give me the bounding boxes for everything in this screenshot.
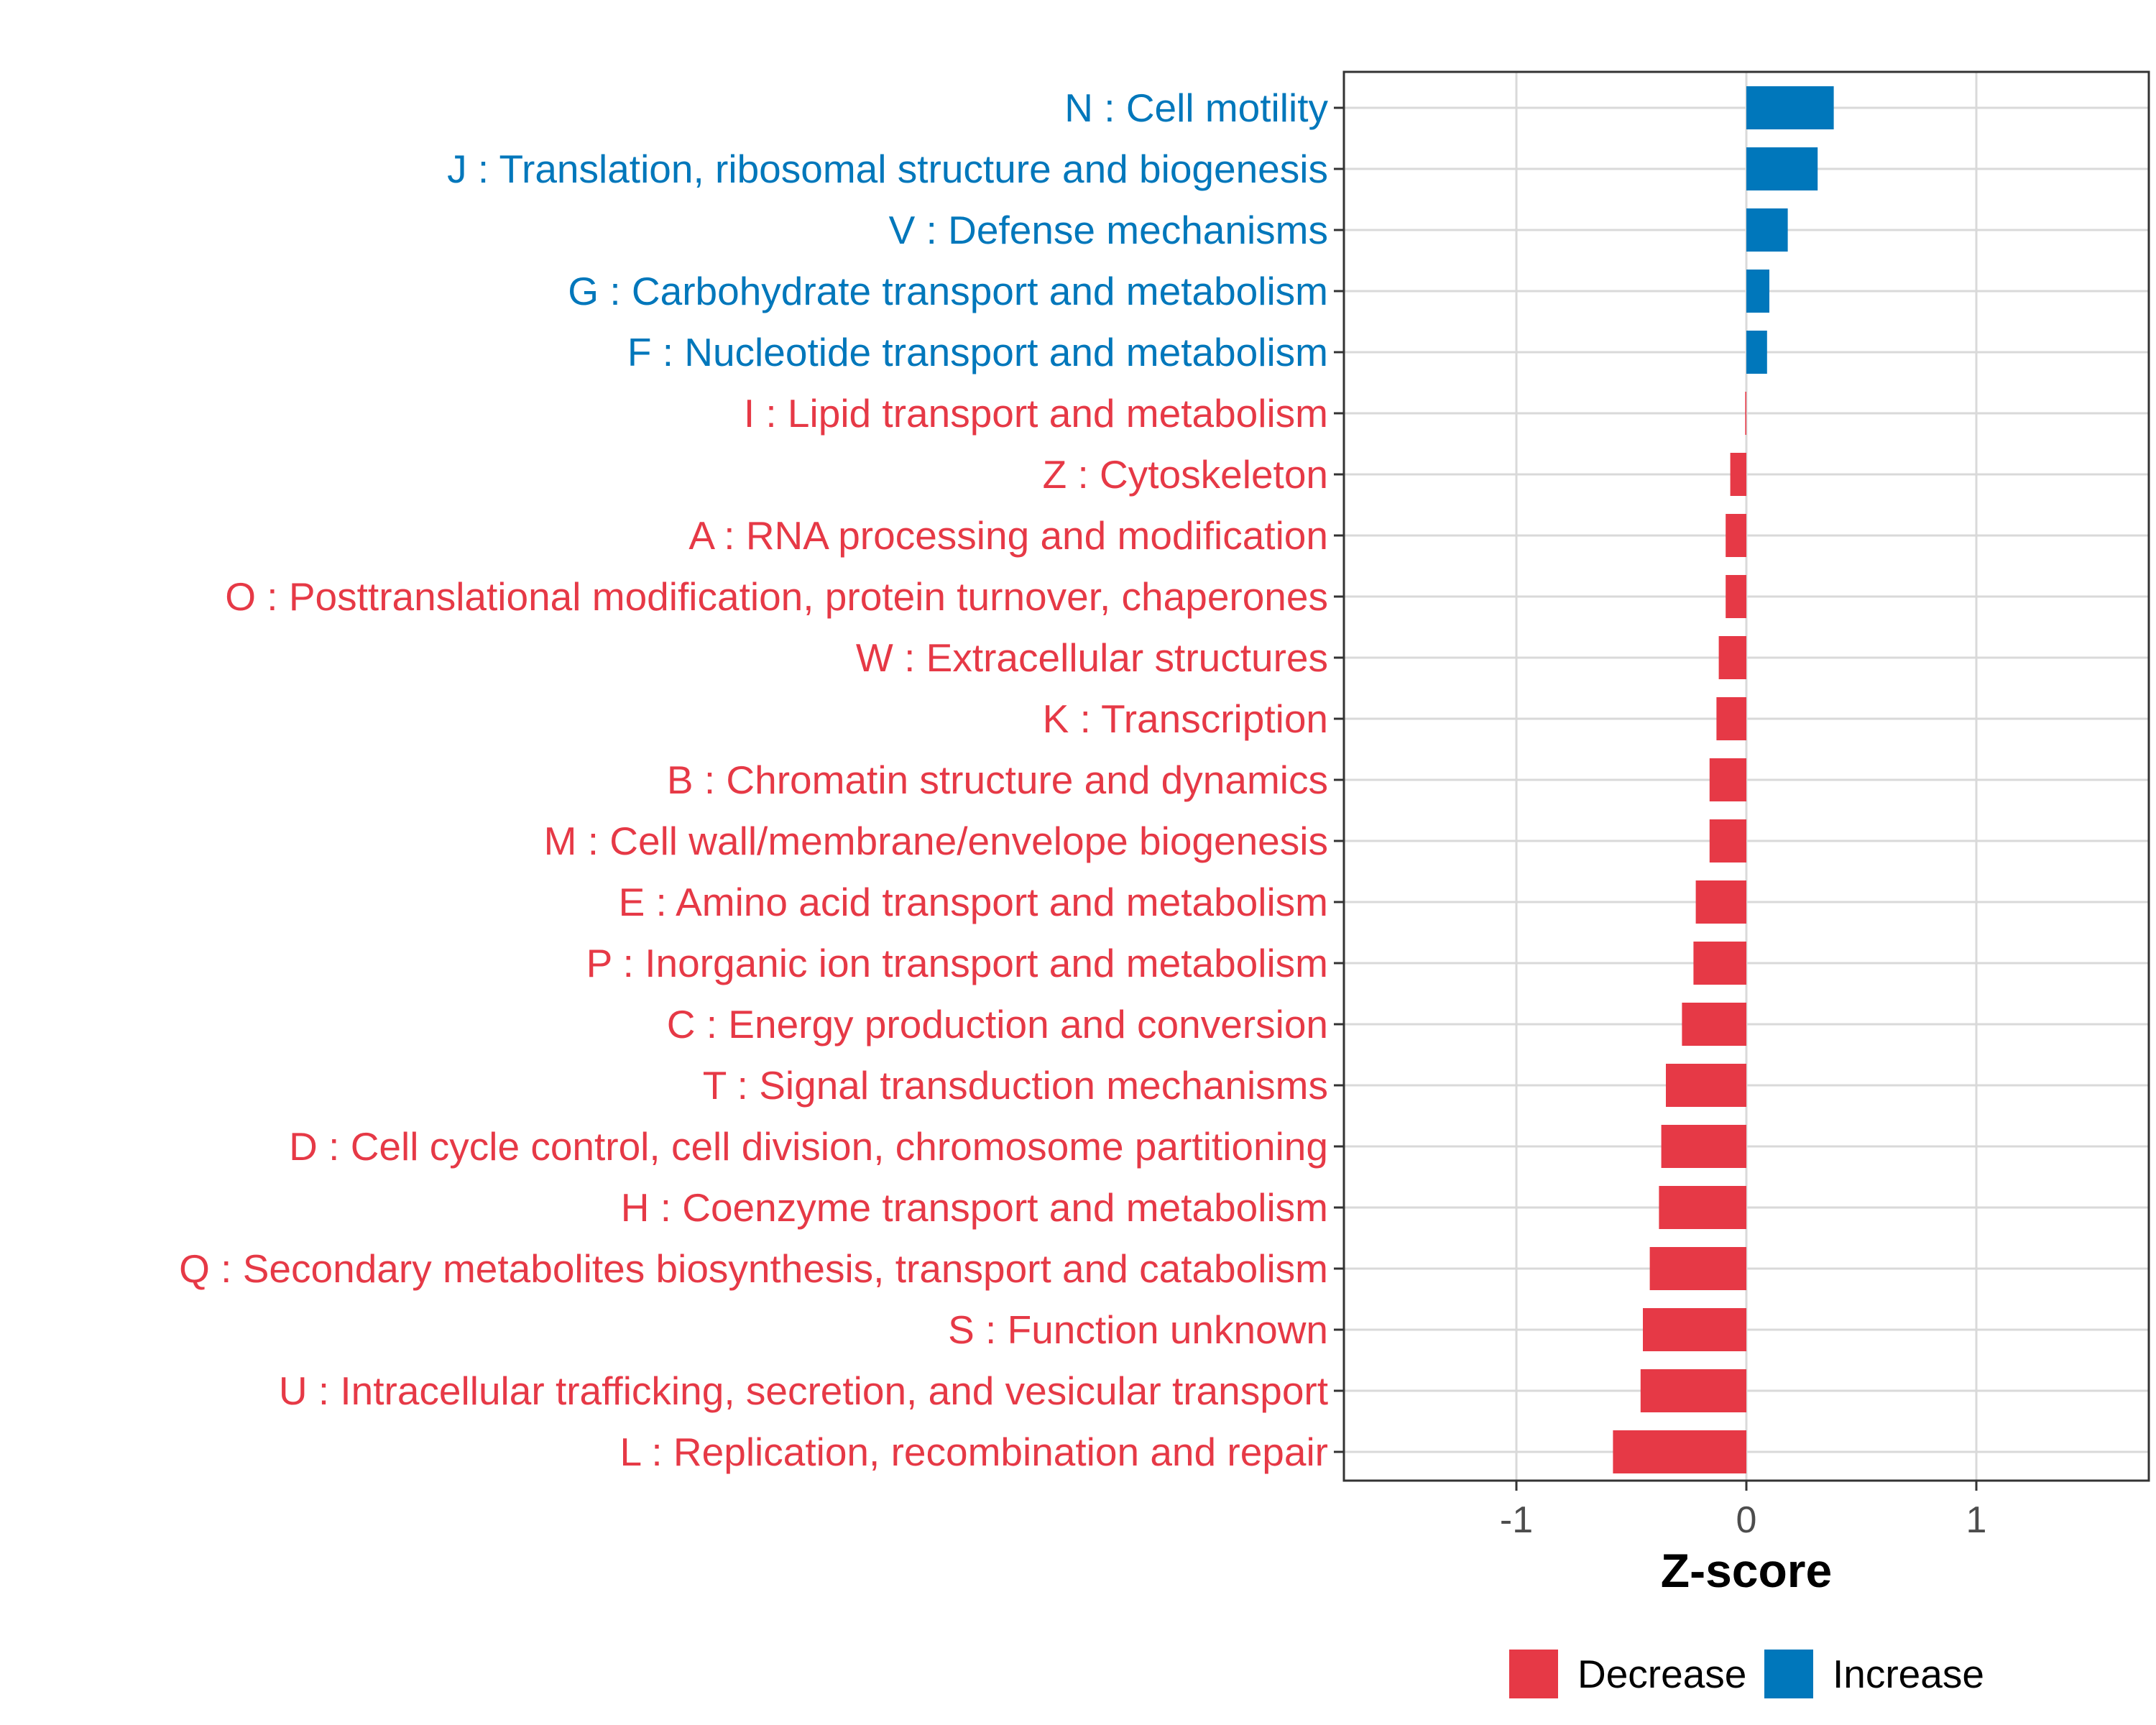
category-label: I : Lipid transport and metabolism xyxy=(744,391,1328,436)
category-label: O : Posttranslational modification, prot… xyxy=(225,574,1328,619)
bars xyxy=(1613,86,1834,1473)
bar xyxy=(1640,1369,1746,1412)
category-label: L : Replication, recombination and repai… xyxy=(620,1430,1328,1474)
category-label: Q : Secondary metabolites biosynthesis, … xyxy=(179,1246,1328,1291)
bar xyxy=(1659,1186,1746,1229)
bar xyxy=(1745,392,1746,435)
bar xyxy=(1695,880,1746,924)
bar xyxy=(1661,1125,1746,1168)
legend: Decrease Increase xyxy=(1509,1650,1984,1698)
x-tick-label: 0 xyxy=(1736,1499,1757,1541)
bar xyxy=(1709,819,1746,862)
category-label: W : Extracellular structures xyxy=(856,635,1328,680)
x-axis-title: Z-score xyxy=(1661,1544,1832,1597)
category-label: U : Intracellular trafficking, secretion… xyxy=(279,1368,1328,1413)
category-label: M : Cell wall/membrane/envelope biogenes… xyxy=(544,819,1328,863)
category-label: S : Function unknown xyxy=(948,1307,1328,1352)
category-label: F : Nucleotide transport and metabolism xyxy=(627,330,1328,374)
category-label: V : Defense mechanisms xyxy=(889,208,1328,252)
bar xyxy=(1746,270,1769,313)
bar xyxy=(1709,758,1746,801)
x-tick-label: 1 xyxy=(1966,1499,1987,1541)
category-label: H : Coenzyme transport and metabolism xyxy=(621,1185,1328,1230)
category-labels: N : Cell motility J : Translation, riboso… xyxy=(179,86,1328,1474)
bar xyxy=(1746,86,1834,129)
legend-swatch-decrease xyxy=(1509,1650,1558,1698)
legend-label-decrease: Decrease xyxy=(1577,1652,1746,1696)
category-label: D : Cell cycle control, cell division, c… xyxy=(289,1124,1328,1169)
category-label: N : Cell motility xyxy=(1064,86,1328,130)
category-label: A : RNA processing and modification xyxy=(688,513,1328,558)
bar xyxy=(1730,453,1746,496)
bar xyxy=(1613,1430,1746,1473)
y-axis-ticks xyxy=(1334,106,1344,1453)
legend-label-increase: Increase xyxy=(1833,1652,1984,1696)
category-label: E : Amino acid transport and metabolism xyxy=(619,880,1328,924)
category-label: T : Signal transduction mechanisms xyxy=(703,1063,1328,1108)
bar xyxy=(1726,575,1746,618)
bar xyxy=(1649,1247,1746,1290)
category-label: P : Inorganic ion transport and metaboli… xyxy=(586,941,1328,985)
bar xyxy=(1746,331,1767,374)
bar xyxy=(1726,514,1746,557)
category-label: G : Carbohydrate transport and metabolis… xyxy=(568,269,1328,313)
legend-swatch-increase xyxy=(1764,1650,1813,1698)
category-label: J : Translation, ribosomal structure and… xyxy=(447,147,1328,191)
category-label: Z : Cytoskeleton xyxy=(1043,452,1328,497)
bar xyxy=(1716,697,1746,740)
bar xyxy=(1746,208,1788,252)
x-tick-label: -1 xyxy=(1500,1499,1533,1541)
bar xyxy=(1666,1064,1746,1107)
category-label: K : Transcription xyxy=(1043,696,1328,741)
bar xyxy=(1682,1003,1746,1046)
bar xyxy=(1643,1308,1746,1351)
category-label: B : Chromatin structure and dynamics xyxy=(667,758,1328,802)
x-axis-ticks: -1 0 1 xyxy=(1500,1481,1987,1541)
bar xyxy=(1693,942,1746,985)
bar xyxy=(1746,147,1818,190)
category-label: C : Energy production and conversion xyxy=(667,1002,1328,1046)
bar xyxy=(1718,636,1746,679)
